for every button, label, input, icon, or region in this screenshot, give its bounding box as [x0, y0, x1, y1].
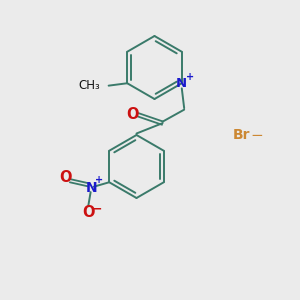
Text: O: O [59, 170, 72, 185]
Text: −: − [250, 128, 263, 142]
Text: −: − [92, 203, 102, 216]
Text: Br: Br [233, 128, 250, 142]
Text: CH₃: CH₃ [79, 79, 100, 92]
Text: N: N [85, 181, 97, 195]
Text: O: O [126, 106, 139, 122]
Text: +: + [186, 72, 194, 82]
Text: N: N [176, 77, 187, 90]
Text: O: O [82, 205, 94, 220]
Text: +: + [95, 175, 103, 185]
